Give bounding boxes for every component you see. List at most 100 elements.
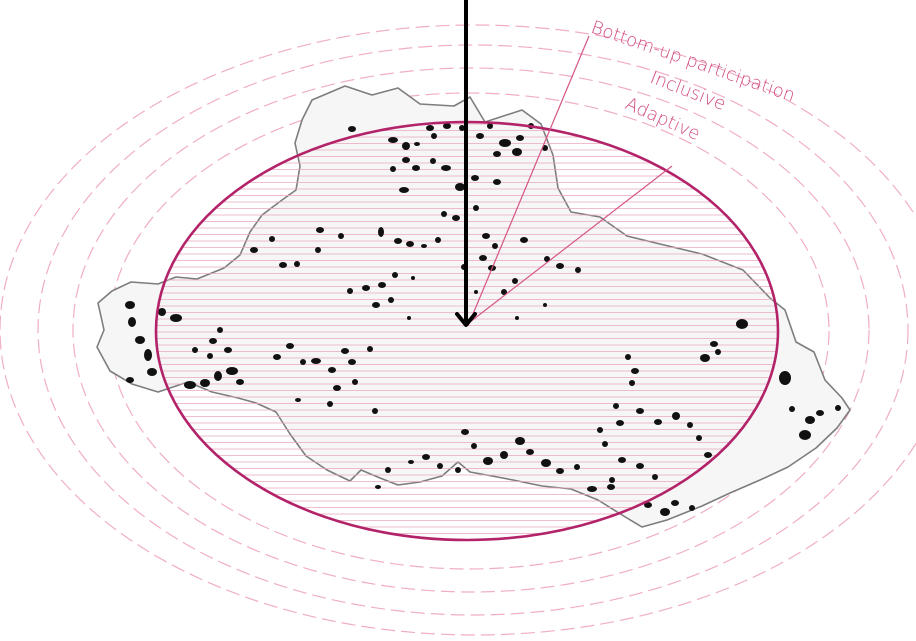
settlement-speck	[295, 398, 301, 402]
settlement-speck	[654, 419, 662, 425]
settlement-speck	[430, 158, 436, 164]
settlement-speck	[226, 367, 238, 375]
settlement-speck	[516, 135, 524, 141]
settlement-speck	[501, 289, 507, 295]
settlement-speck	[493, 179, 501, 185]
settlement-speck	[422, 454, 430, 460]
settlement-speck	[192, 347, 198, 353]
settlement-speck	[629, 380, 635, 386]
settlement-speck	[799, 430, 811, 440]
settlement-speck	[184, 381, 196, 389]
settlement-speck	[483, 457, 493, 465]
leader-line-participation	[467, 35, 590, 327]
settlement-speck	[474, 290, 478, 294]
settlement-speck	[461, 429, 469, 435]
settlement-speck	[459, 125, 465, 131]
settlement-speck	[609, 477, 615, 483]
settlement-speck	[385, 467, 391, 473]
settlement-speck	[515, 437, 525, 445]
settlement-speck	[455, 183, 465, 191]
settlement-speck	[607, 484, 615, 490]
settlement-speck	[200, 379, 210, 387]
settlement-speck	[406, 241, 414, 247]
settlement-speck	[135, 336, 145, 344]
settlement-speck	[388, 297, 394, 303]
settlement-speck	[315, 247, 321, 253]
settlement-speck	[316, 227, 324, 233]
settlement-speck	[618, 457, 626, 463]
settlement-speck	[492, 243, 498, 249]
settlement-speck	[556, 468, 564, 474]
settlement-speck	[348, 359, 356, 365]
settlement-speck	[236, 379, 244, 385]
settlement-speck	[412, 165, 420, 171]
settlement-speck	[402, 157, 410, 163]
settlement-speck	[455, 467, 461, 473]
settlement-speck	[390, 166, 396, 172]
leader-line-adaptive	[469, 165, 673, 323]
settlement-speck	[147, 368, 157, 376]
settlement-speck	[574, 464, 580, 470]
settlement-speck	[512, 148, 522, 156]
settlement-speck	[631, 368, 639, 374]
settlement-speck	[431, 133, 437, 139]
settlement-speck	[520, 237, 528, 243]
settlement-speck	[294, 261, 300, 267]
settlement-speck	[437, 463, 443, 469]
settlement-speck	[367, 346, 373, 352]
settlement-speck	[399, 187, 409, 193]
settlement-speck	[408, 460, 414, 464]
settlement-speck	[207, 353, 213, 359]
settlement-speck	[341, 348, 349, 354]
leader-lines	[467, 35, 673, 327]
settlement-speck	[311, 358, 321, 364]
settlement-speck	[597, 427, 603, 433]
settlement-speck	[347, 288, 353, 294]
settlement-speck	[471, 175, 479, 181]
settlement-speck	[378, 282, 386, 288]
settlement-speck	[375, 485, 381, 489]
down-arrow-icon	[455, 0, 477, 327]
settlement-speck	[715, 349, 721, 355]
outer-ring-2	[72, 67, 870, 593]
settlement-speck	[696, 435, 702, 441]
settlement-speck	[452, 215, 460, 221]
settlement-speck	[338, 233, 344, 239]
settlement-speck	[126, 377, 134, 383]
settlement-speck	[816, 410, 824, 416]
settlement-speck	[170, 314, 182, 322]
settlement-speck	[575, 267, 581, 273]
settlement-speck	[441, 211, 447, 217]
settlement-speck	[327, 401, 333, 407]
settlement-speck	[402, 142, 410, 150]
settlement-speck	[500, 451, 508, 459]
settlement-speck	[286, 343, 294, 349]
settlement-speck	[250, 247, 258, 253]
settlement-speck	[352, 379, 358, 385]
settlement-speck	[689, 505, 695, 511]
settlement-speck	[214, 371, 222, 381]
settlement-speck	[348, 126, 356, 132]
settlement-speck	[616, 420, 624, 426]
settlement-speck	[411, 276, 415, 280]
settlement-speck	[144, 349, 152, 361]
settlement-speck	[441, 165, 451, 171]
settlement-markers	[125, 123, 841, 516]
settlement-speck	[587, 486, 597, 492]
settlement-speck	[394, 238, 402, 244]
territory-outline	[96, 85, 851, 528]
settlement-speck	[479, 255, 487, 261]
settlement-speck	[471, 443, 477, 449]
settlement-speck	[700, 354, 710, 362]
settlement-speck	[687, 422, 693, 428]
settlement-speck	[362, 285, 370, 291]
settlement-speck	[372, 408, 378, 414]
settlement-speck	[421, 244, 427, 248]
settlement-speck	[333, 385, 341, 391]
settlement-speck	[512, 278, 518, 284]
settlement-speck	[710, 341, 718, 347]
settlement-speck	[279, 262, 287, 268]
settlement-speck	[273, 354, 281, 360]
settlement-speck	[388, 137, 398, 143]
